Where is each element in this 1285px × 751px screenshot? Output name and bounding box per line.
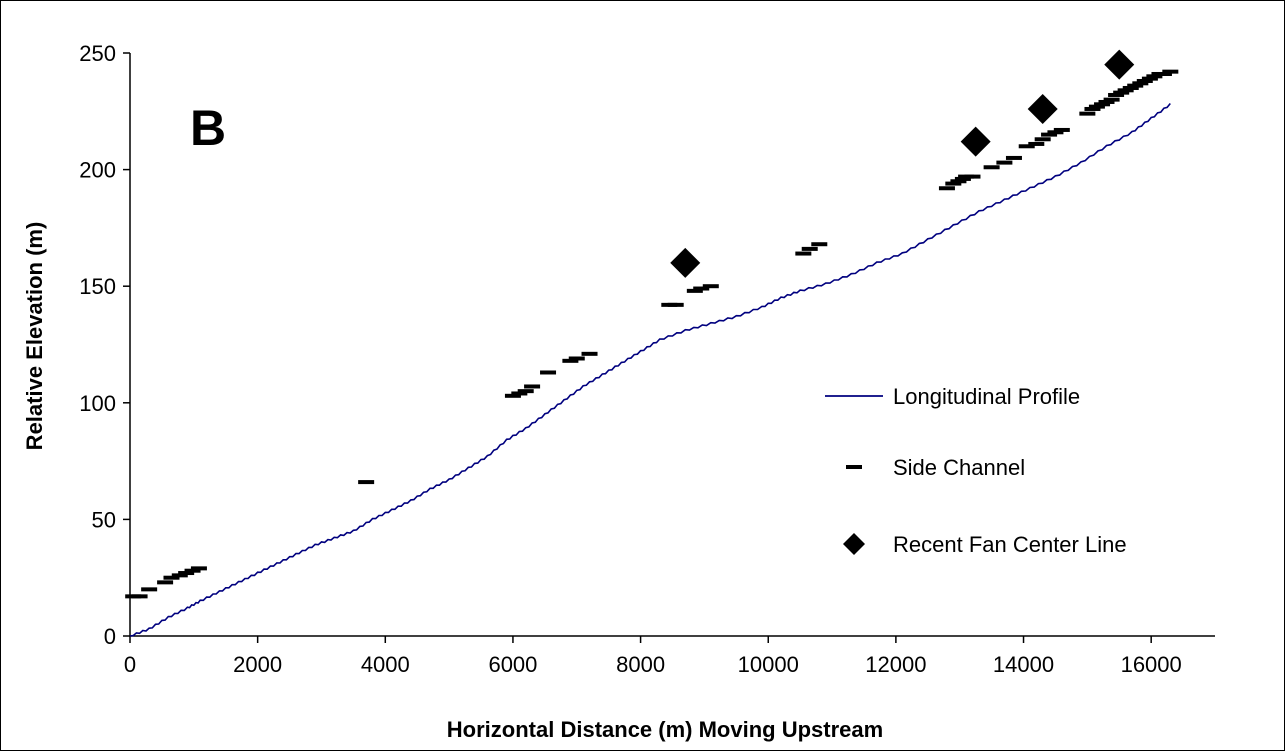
side-channel-marker (1146, 74, 1163, 79)
x-tick-label: 2000 (233, 652, 282, 677)
side-channel-marker (1113, 90, 1130, 95)
side-channel-marker (945, 181, 962, 186)
side-channel-marker (1117, 88, 1134, 93)
x-tick-label: 10000 (738, 652, 799, 677)
side-channel-marker (157, 580, 174, 585)
side-channel-marker (131, 594, 148, 599)
side-channel-marker (811, 242, 828, 247)
y-axis-ticks: 0 50 100 150 200 250 (79, 41, 130, 649)
side-channel-marker (562, 358, 579, 363)
side-channel-marker (1047, 130, 1064, 135)
y-tick-label: 150 (79, 274, 116, 299)
panel-label: B (190, 100, 226, 156)
side-channel-marker (950, 179, 967, 184)
y-tick-label: 250 (79, 41, 116, 66)
side-channel-marker (190, 566, 207, 571)
legend-label: Longitudinal Profile (893, 384, 1080, 409)
x-tick-label: 12000 (865, 652, 926, 677)
plot-area: 0 2000 4000 6000 8000 10000 12000 14000 16000 0 5… (79, 41, 1215, 677)
side-channel-marker (178, 571, 195, 576)
fan-center-marker (1104, 49, 1135, 80)
side-channel-marker (1053, 127, 1070, 132)
series-layer (125, 49, 1179, 637)
side-channel-marker (540, 370, 557, 375)
side-channel-marker (504, 393, 521, 398)
x-axis-ticks: 0 2000 4000 6000 8000 10000 12000 14000 16000 (124, 636, 1182, 677)
side-channel-marker (1028, 141, 1045, 146)
side-channel-marker (171, 573, 188, 578)
side-channel-marker (1041, 132, 1058, 137)
side-channel-marker (517, 389, 534, 394)
side-channel-marker (1155, 71, 1172, 76)
side-channel-marker (358, 480, 375, 485)
side-channel-marker (184, 568, 201, 573)
side-channel-marker (1084, 106, 1101, 111)
x-tick-label: 6000 (488, 652, 537, 677)
longitudinal-profile-line (129, 102, 1171, 637)
y-tick-label: 100 (79, 391, 116, 416)
fan-center-marker (1027, 93, 1058, 124)
side-channel-marker (1079, 111, 1096, 116)
side-channel-marker (1088, 104, 1105, 109)
side-channel-marker (163, 575, 180, 580)
side-channel-marker (1018, 144, 1035, 149)
side-channel-marker (1132, 81, 1149, 86)
side-channel-marker (667, 302, 684, 307)
side-channel-marker (1162, 69, 1179, 74)
side-channel-marker (938, 186, 955, 191)
side-channel-marker (1103, 97, 1120, 102)
side-channel-marker (686, 288, 703, 293)
legend: Longitudinal Profile Side Channel Recent F… (825, 384, 1127, 557)
x-tick-label: 0 (124, 652, 136, 677)
x-tick-label: 16000 (1121, 652, 1182, 677)
side-channel-marker (1034, 137, 1051, 142)
y-tick-label: 50 (92, 507, 116, 532)
side-channel-marker (581, 351, 598, 356)
side-channel-marker (524, 384, 541, 389)
legend-label: Recent Fan Center Line (893, 532, 1127, 557)
side-channel-marker (141, 587, 158, 592)
side-channel-marker (801, 246, 818, 251)
side-channel-marker (1108, 92, 1125, 97)
fan-center-marker (670, 247, 701, 278)
fan-center-series (670, 49, 1135, 278)
side-channel-marker (1005, 155, 1022, 160)
side-channel-marker (795, 251, 812, 256)
fan-center-marker (960, 126, 991, 157)
side-channel-marker (1098, 99, 1115, 104)
x-tick-label: 8000 (616, 652, 665, 677)
y-tick-label: 200 (79, 158, 116, 183)
side-channel-marker (1127, 83, 1144, 88)
side-channel-marker (568, 356, 585, 361)
x-axis-title: Horizontal Distance (m) Moving Upstream (447, 717, 883, 742)
y-axis-title: Relative Elevation (m) (22, 222, 47, 451)
side-channel-marker (983, 165, 1000, 170)
side-channel-marker (1136, 78, 1153, 83)
side-channel-marker (693, 286, 710, 291)
side-channel-marker (964, 174, 981, 179)
x-tick-label: 4000 (361, 652, 410, 677)
legend-side-channel-swatch (846, 465, 862, 469)
side-channel-marker (511, 391, 528, 396)
x-tick-label: 14000 (993, 652, 1054, 677)
legend-label: Side Channel (893, 455, 1025, 480)
side-channel-marker (1122, 85, 1139, 90)
side-channel-series (125, 69, 1179, 599)
side-channel-marker (954, 176, 971, 181)
side-channel-marker (1094, 102, 1111, 107)
legend-fan-center-swatch (843, 533, 865, 555)
side-channel-marker (1141, 76, 1158, 81)
y-tick-label: 0 (104, 624, 116, 649)
side-channel-marker (996, 160, 1013, 165)
side-channel-marker (702, 284, 719, 289)
